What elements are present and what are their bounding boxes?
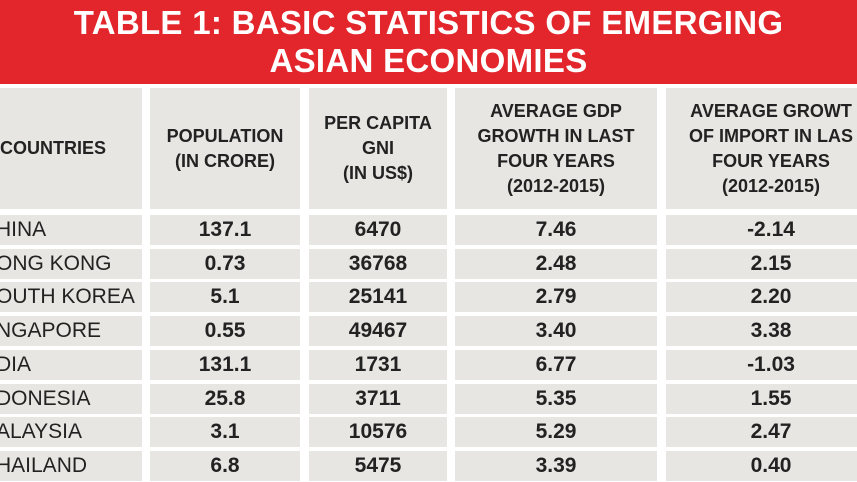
table-cell-countries: NGAPORE xyxy=(0,316,142,346)
table-cell-population: 131.1 xyxy=(150,350,300,380)
table-cell-avg-import-growth: 1.55 xyxy=(666,384,857,414)
table-cell-population: 0.55 xyxy=(150,316,300,346)
table-cell-per-capita-gni: 3711 xyxy=(309,384,447,414)
table-cell-avg-import-growth: -1.03 xyxy=(666,350,857,380)
table-cell-avg-import-growth: 2.20 xyxy=(666,282,857,312)
table-title-banner: TABLE 1: BASIC STATISTICS OF EMERGING AS… xyxy=(0,0,857,84)
table-cell-population: 25.8 xyxy=(150,384,300,414)
table-cell-per-capita-gni: 5475 xyxy=(309,451,447,481)
table-title-line-2: ASIAN ECONOMIES xyxy=(269,42,588,79)
table-cell-avg-gdp-growth: 2.79 xyxy=(455,282,657,312)
table-cell-population: 137.1 xyxy=(150,215,300,245)
table-cell-per-capita-gni: 6470 xyxy=(309,215,447,245)
table-cell-avg-gdp-growth: 6.77 xyxy=(455,350,657,380)
table-cell-countries: DONESIA xyxy=(0,384,142,414)
table-cell-countries: DIA xyxy=(0,350,142,380)
table-cell-countries: ALAYSIA xyxy=(0,417,142,447)
column-header-countries: COUNTRIES xyxy=(0,88,142,209)
table-cell-population: 3.1 xyxy=(150,417,300,447)
table-cell-avg-import-growth: 2.47 xyxy=(666,417,857,447)
table-cell-avg-gdp-growth: 7.46 xyxy=(455,215,657,245)
table-cell-avg-gdp-growth: 2.48 xyxy=(455,249,657,279)
column-header-per-capita-gni: PER CAPITA GNI (IN US$) xyxy=(309,88,447,209)
table-title-line-1: TABLE 1: BASIC STATISTICS OF EMERGING xyxy=(73,4,784,41)
table-cell-per-capita-gni: 49467 xyxy=(309,316,447,346)
table-cell-per-capita-gni: 1731 xyxy=(309,350,447,380)
table-cell-countries: ONG KONG xyxy=(0,249,142,279)
table-cell-per-capita-gni: 10576 xyxy=(309,417,447,447)
statistics-table: COUNTRIES POPULATION (IN CRORE) PER CAPITA… xyxy=(0,88,857,482)
table-cell-avg-import-growth: -2.14 xyxy=(666,215,857,245)
table-cell-avg-import-growth: 2.15 xyxy=(666,249,857,279)
table-cell-countries: HAILAND xyxy=(0,451,142,481)
table-cell-avg-gdp-growth: 5.35 xyxy=(455,384,657,414)
table-cell-avg-import-growth: 0.40 xyxy=(666,451,857,481)
table-cell-countries: HINA xyxy=(0,215,142,245)
table-cell-per-capita-gni: 36768 xyxy=(309,249,447,279)
table-cell-population: 5.1 xyxy=(150,282,300,312)
table-cell-population: 6.8 xyxy=(150,451,300,481)
table-cell-per-capita-gni: 25141 xyxy=(309,282,447,312)
table-cell-avg-gdp-growth: 3.40 xyxy=(455,316,657,346)
table-cell-countries: OUTH KOREA xyxy=(0,282,142,312)
column-header-avg-gdp-growth: AVERAGE GDP GROWTH IN LAST FOUR YEARS (2… xyxy=(455,88,657,209)
table-cell-avg-gdp-growth: 5.29 xyxy=(455,417,657,447)
column-header-avg-import-growth: AVERAGE GROWT OF IMPORT IN LAS FOUR YEAR… xyxy=(666,88,857,209)
column-header-population: POPULATION (IN CRORE) xyxy=(150,88,300,209)
table-cell-avg-import-growth: 3.38 xyxy=(666,316,857,346)
table-cell-avg-gdp-growth: 3.39 xyxy=(455,451,657,481)
table-cell-population: 0.73 xyxy=(150,249,300,279)
